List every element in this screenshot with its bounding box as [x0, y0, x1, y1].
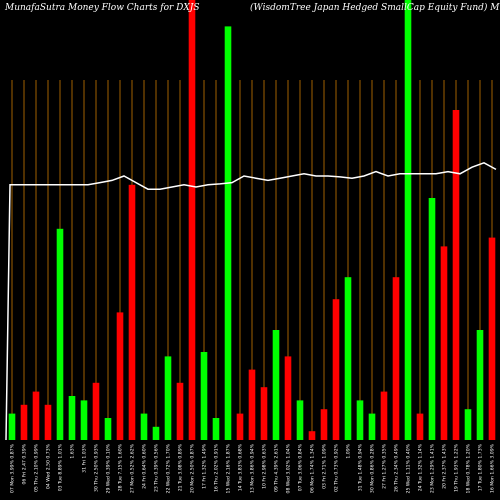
x-tick-label: 06 Fri 2.47 0.39% — [22, 443, 28, 484]
x-tick-label: 20 Mon 2.50% 0.87% — [190, 443, 196, 493]
x-tick-label: 30 Thu 2.50% 0.93% — [94, 443, 100, 492]
chart-title-left: MunafaSutra Money Flow Charts for DXJS — [4, 3, 200, 13]
x-tick-label: 10 Fri 2.98% 0.63% — [262, 443, 268, 489]
x-tick-label: 17 Tue 1.80% 1.73% — [478, 443, 484, 491]
x-tick-label: 15 Wed 2.16% 1.87% — [226, 443, 232, 493]
bar-down — [488, 237, 496, 440]
x-tick-label: 25 Wed 1.11% 0.40% — [406, 443, 412, 493]
x-tick-label: 03 Fri 2.71% 1.09% — [322, 443, 328, 489]
x-tick-label: 27 Fri 1.27% 0.35% — [382, 443, 388, 489]
x-tick-label: 08 Wed 3.02% 1.04% — [286, 443, 292, 493]
bar-up — [368, 413, 376, 440]
bar-down — [20, 404, 28, 440]
x-tick-label: 02 Thu 0.73% 0.92% — [334, 443, 340, 492]
x-tick-label: 13 Mon 3.86% 0.94% — [250, 443, 256, 493]
chart-title-right: (WisdomTree Japan Hedged SmallCap Equity… — [250, 2, 500, 13]
x-tick-label: 24 Fri 0.64% 0.60% — [142, 443, 148, 489]
x-tick-label: 03 Tue 8.89% 1.01% — [58, 443, 64, 491]
bar-down — [248, 369, 256, 440]
bar-up — [404, 0, 412, 440]
bar-down — [176, 382, 184, 440]
bar-down — [32, 391, 40, 440]
bar-down — [188, 0, 196, 440]
x-tick-label: 31 Tue 1.48% 0.94% — [358, 443, 364, 491]
bar-up — [56, 228, 64, 440]
bar-up — [152, 426, 160, 440]
x-tick-label: 09 Thu 4.39% 2.61% — [274, 443, 280, 492]
x-tick-label: 17 Fri 1.32% 1.49% — [202, 443, 208, 489]
bar-down — [236, 413, 244, 440]
x-tick-label: 07 Mon 3.99% 0.87% — [10, 443, 16, 493]
bar-up — [8, 413, 16, 440]
bar-down — [128, 184, 136, 440]
bar-down — [284, 356, 292, 440]
bar-up — [164, 356, 172, 440]
x-tick-label: 1.63% — [70, 443, 76, 458]
bar-up — [140, 413, 148, 440]
bar-up — [344, 277, 352, 440]
bar-up — [428, 198, 436, 440]
x-tick-label: 07 Tue 3.06% 0.84% — [298, 443, 304, 491]
bar-up — [224, 26, 232, 441]
bar-down — [452, 110, 460, 440]
x-tick-label: 06 Mon 1.74% 1.34% — [310, 443, 316, 493]
bar-down — [380, 391, 388, 440]
bar-down — [92, 382, 100, 440]
x-tick-label: 26 Thu 2.34% 0.49% — [394, 443, 400, 492]
x-tick-label: 31 Fri 1.03% — [82, 443, 88, 472]
x-tick-label: 16 Thu 2.02% 0.91% — [214, 443, 220, 492]
bars — [8, 0, 496, 441]
x-tick-label: 20 Fri 2.37% 1.43% — [442, 443, 448, 489]
bar-up — [464, 409, 472, 440]
x-tick-label: 23 Thu 0.39% 0.56% — [154, 443, 160, 492]
bar-down — [308, 431, 316, 440]
x-tick-label: 24 Tue 1.32% 1.14% — [418, 443, 424, 491]
x-tick-label: 21 Tue 3.08% 0.89% — [178, 443, 184, 491]
x-tick-label: 23 Mon 1.29% 1.41% — [430, 443, 436, 493]
bar-up — [68, 396, 76, 440]
bar-down — [116, 312, 124, 440]
x-tick-label: 29 Wed 0.39% 0.10% — [106, 443, 112, 493]
x-tick-labels: 07 Mon 3.99% 0.87% 06 Fri 2.47 0.39% 05 Th… — [10, 443, 496, 493]
bar-up — [104, 418, 112, 440]
bar-up — [200, 352, 208, 440]
bar-down — [416, 413, 424, 440]
x-tick-label: 28 Tue 7.15% 1.60% — [118, 443, 124, 491]
bar-down — [440, 246, 448, 440]
bar-up — [80, 400, 88, 440]
x-tick-label: 16 Mon 1.66% 3.09% — [490, 443, 496, 493]
bar-up — [296, 400, 304, 440]
bar-down — [392, 277, 400, 440]
x-tick-label: 05 Thu 2.10% 0.99% — [34, 443, 40, 492]
x-tick-label: 14 Tue 3.83% 0.68% — [238, 443, 244, 491]
bar-up — [212, 418, 220, 440]
x-tick-label: 30 Mon 0.86% 0.28% — [370, 443, 376, 493]
price-line — [5, 161, 497, 441]
bar-down — [332, 299, 340, 440]
x-tick-label: 27 Mon 0.52% 2.62% — [130, 443, 136, 493]
x-tick-label: 19 Thu 1.93% 1.22% — [454, 443, 460, 492]
x-tick-label: 18 Wed 0.78% 1.20% — [466, 443, 472, 493]
bar-down — [260, 387, 268, 440]
bar-down — [320, 409, 328, 440]
bar-up — [356, 400, 364, 440]
x-tick-label: 22 Wed 0.72% 1.70% — [166, 443, 172, 493]
bar-down — [44, 404, 52, 440]
bar-up — [272, 330, 280, 440]
x-tick-label: 04 Wed 2.50 0.73% — [46, 443, 52, 489]
x-tick-label: 1.09% — [346, 443, 352, 458]
bar-up — [476, 330, 484, 440]
